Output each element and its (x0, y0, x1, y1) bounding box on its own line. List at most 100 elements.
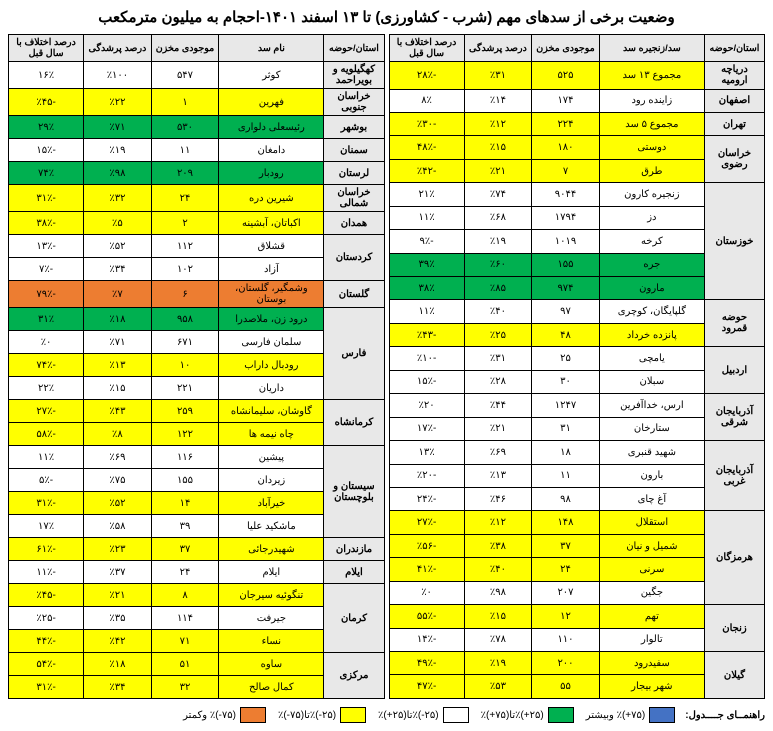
dam-cell: جیرفت (219, 607, 324, 630)
dam-cell: سفیدرود (599, 652, 704, 675)
fill-cell: ٪۷۵ (84, 469, 152, 492)
diff-cell: -۶۱٪ (9, 538, 84, 561)
legend-swatch (340, 707, 366, 723)
volume-cell: ۹۷۴ (532, 277, 600, 300)
fill-cell: ٪۱۳ (464, 464, 532, 487)
province-cell: آذربایجان شرقی (704, 394, 764, 441)
diff-cell: -۱۵٪ (9, 139, 84, 162)
volume-cell: ۳۲ (151, 676, 219, 699)
volume-cell: ۹۵۸ (151, 308, 219, 331)
province-cell: دریاچه ارومیه (704, 62, 764, 90)
legend: راهنمــای جــــدول: (۷۵+)٪ وبیشتر(۲۵+)٪ت… (8, 707, 765, 723)
province-cell: کرمان (324, 584, 384, 653)
diff-cell: -۴۷٪ (389, 675, 464, 699)
fill-cell: ٪۲۱ (84, 584, 152, 607)
diff-cell: -٪۲۵ (9, 607, 84, 630)
dam-cell: ماشکید علیا (219, 515, 324, 538)
volume-cell: ۱۴ (151, 492, 219, 515)
volume-cell: ۳۰ (532, 370, 600, 393)
legend-swatch (443, 707, 469, 723)
volume-cell: ۱۵۵ (151, 469, 219, 492)
dam-cell: زاینده رود (599, 89, 704, 112)
dam-cell: قشلاق (219, 235, 324, 258)
fill-cell: ٪۵۳ (464, 675, 532, 699)
dam-cell: درود زن، ملاصدرا (219, 308, 324, 331)
table-row: بوشهررئیسعلی دلواری۵۳۰٪۷۱۲۹٪ (9, 116, 385, 139)
volume-cell: ۱ (151, 89, 219, 116)
diff-cell: ۱۱٪ (389, 300, 464, 323)
fill-cell: ٪۳۴ (84, 258, 152, 281)
diff-cell: ۳۸٪ (389, 277, 464, 300)
diff-cell: ۱۷٪ (9, 515, 84, 538)
diff-cell: -۵۵٪ (389, 605, 464, 628)
province-cell: کهگیلویه و بویراحمد (324, 62, 384, 89)
dam-cell: ساوه (219, 653, 324, 676)
diff-cell: -٪۱۰ (389, 347, 464, 370)
province-cell: گلستان (324, 281, 384, 308)
legend-text: (۷۵+)٪ وبیشتر (586, 710, 646, 721)
fill-cell: ٪۶۰ (464, 253, 532, 276)
table-row: خراسان رضویدوستی۱۸۰٪۱۵-۴۸٪ (389, 136, 765, 159)
province-cell: گیلان (704, 652, 764, 699)
dam-cell: شیرین دره (219, 185, 324, 212)
volume-cell: ۱۸ (532, 441, 600, 464)
volume-cell: ۱۱۶ (151, 446, 219, 469)
hdr-dam: سد/زنجیره سد (599, 35, 704, 62)
fill-cell: ٪۷۱ (84, 116, 152, 139)
dam-cell: مارون (599, 277, 704, 300)
table-row: دریاچه ارومیهمجموع ۱۳ سد۵۲۵٪۳۱-۲۸٪ (389, 62, 765, 90)
fill-cell: ٪۷۱ (84, 331, 152, 354)
legend-text: (۲۵-)٪تا(۲۵+)٪ (378, 710, 439, 721)
dam-cell: رودبار (219, 162, 324, 185)
dam-cell: سلمان فارسی (219, 331, 324, 354)
diff-cell: -۴۹٪ (389, 652, 464, 675)
volume-cell: ۳۹ (151, 515, 219, 538)
hdr-province: استان/حوضه (704, 35, 764, 62)
diff-cell: -۳۱٪ (9, 185, 84, 212)
fill-cell: ٪۵ (84, 212, 152, 235)
dam-cell: داریان (219, 377, 324, 400)
dam-cell: اکباتان، آبشینه (219, 212, 324, 235)
diff-cell: -۳۸٪ (9, 212, 84, 235)
diff-cell: ۲۱٪ (389, 183, 464, 206)
legend-item: (۲۵-)٪تا(۲۵+)٪ (378, 710, 469, 721)
volume-cell: ۲۴ (151, 185, 219, 212)
diff-cell: -٪۴۲ (389, 159, 464, 182)
dam-cell: چاه نیمه ها (219, 423, 324, 446)
dam-cell: ایلام (219, 561, 324, 584)
province-cell: مرکزی (324, 653, 384, 699)
province-cell: اردبیل (704, 347, 764, 394)
volume-cell: ۹۰۴۴ (532, 183, 600, 206)
province-cell: کرمانشاه (324, 400, 384, 446)
fill-cell: ٪۳۲ (84, 185, 152, 212)
province-cell: همدان (324, 212, 384, 235)
volume-cell: ۲۲۱ (151, 377, 219, 400)
fill-cell: ٪۱۹ (464, 652, 532, 675)
fill-cell: ٪۱۵ (84, 377, 152, 400)
table-row: زنجانتهم۱۲٪۱۵-۵۵٪ (389, 605, 765, 628)
table-row: سمناندامغان۱۱٪۱۹-۱۵٪ (9, 139, 385, 162)
fill-cell: ٪۱۳ (84, 354, 152, 377)
hdr-volume: موجودی مخزن (151, 35, 219, 62)
fill-cell: ٪۴۰ (464, 558, 532, 581)
legend-text: (۷۵-)٪ وکمتر (183, 710, 236, 721)
fill-cell: ٪۱۹ (464, 230, 532, 253)
diff-cell: -۵۸٪ (9, 423, 84, 446)
hdr-fill: درصد پرشدگی (464, 35, 532, 62)
dam-cell: یامچی (599, 347, 704, 370)
diff-cell: ٪۲۰ (389, 394, 464, 417)
fill-cell: ٪۷۸ (464, 628, 532, 651)
diff-cell: ٪۰ (389, 581, 464, 604)
legend-swatch (240, 707, 266, 723)
province-cell: مازندران (324, 538, 384, 561)
fill-cell: ٪۳۸ (464, 534, 532, 557)
fill-cell: ٪۴۳ (84, 400, 152, 423)
dam-cell: پیشین (219, 446, 324, 469)
diff-cell: -۳۱٪ (9, 676, 84, 699)
dam-cell: مجموع ۵ سد (599, 112, 704, 135)
volume-cell: ۲۵ (532, 347, 600, 370)
dam-cell: کمال صالح (219, 676, 324, 699)
volume-cell: ۲۰۰ (532, 652, 600, 675)
diff-cell: -۷٪ (9, 258, 84, 281)
fill-cell: ٪۳۵ (84, 607, 152, 630)
